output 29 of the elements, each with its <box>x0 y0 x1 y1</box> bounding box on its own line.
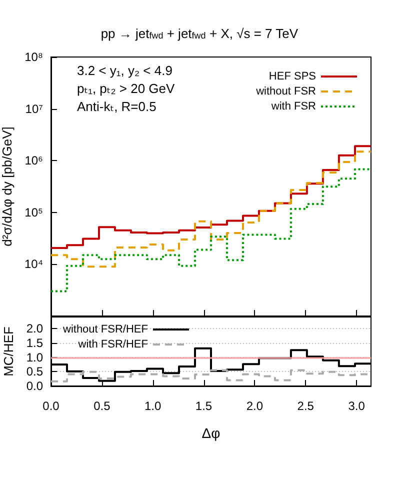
y-tick-label: 10⁴ <box>24 257 43 272</box>
y-tick-label: 1.5 <box>26 336 44 350</box>
annotation: pₜ₁, pₜ₂ > 20 GeV <box>77 81 176 96</box>
x-tick-label: 1.0 <box>144 399 162 413</box>
x-axis-title: Δφ <box>202 425 220 441</box>
x-tick-label: 3.0 <box>348 399 366 413</box>
annotation: Anti-kₜ, R=0.5 <box>77 99 156 114</box>
x-tick-label: 2.0 <box>246 399 264 413</box>
y-tick-label: 0.0 <box>26 379 44 393</box>
x-tick-label: 2.5 <box>297 399 314 413</box>
legend-label: with FSR <box>270 100 316 112</box>
x-tick-label: 0.0 <box>42 399 60 413</box>
y-tick-label: 0.5 <box>26 364 44 379</box>
y-tick-label: 10⁷ <box>25 102 43 116</box>
x-tick-label: 0.5 <box>94 399 111 413</box>
x-tick-label: 1.5 <box>195 399 212 413</box>
y-tick-label: 10⁸ <box>24 50 43 64</box>
y-tick-label: 1.0 <box>26 350 44 364</box>
y-axis-title: MC/HEF <box>1 326 16 376</box>
y-tick-label: 2.0 <box>26 322 44 336</box>
annotation: 3.2 < y₁, y₂ < 4.9 <box>77 63 172 78</box>
legend-label: without FSR <box>255 86 316 98</box>
y-tick-label: 10⁵ <box>24 205 44 220</box>
y-axis-title: d²σ/dΔφ dy [pb/GeV] <box>0 126 15 246</box>
y-tick-label: 10⁶ <box>24 154 44 168</box>
legend-label: with FSR/HEF <box>77 338 148 350</box>
chart-title: pp → jetfwd + jetfwd + X, √s = 7 TeV <box>100 26 298 41</box>
legend-label: HEF SPS <box>268 70 316 82</box>
legend-label: without FSR/HEF <box>62 324 148 336</box>
